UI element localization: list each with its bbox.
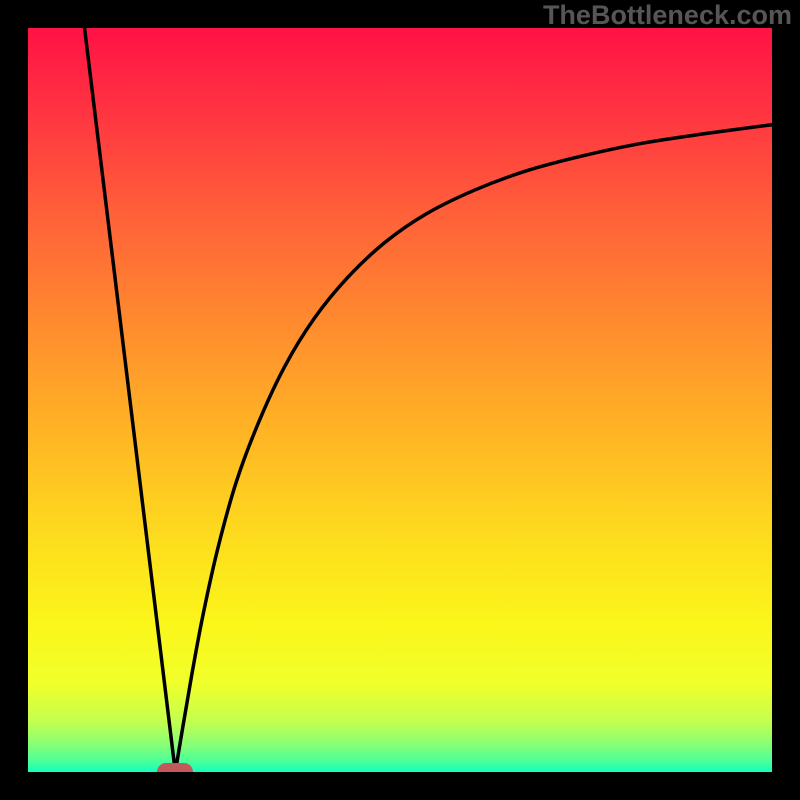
plot-border-left bbox=[0, 0, 28, 800]
plot-border-right bbox=[772, 0, 800, 800]
chart-container: TheBottleneck.com bbox=[0, 0, 800, 800]
bottleneck-curve bbox=[0, 0, 800, 800]
plot-border-bottom bbox=[0, 772, 800, 800]
watermark-text: TheBottleneck.com bbox=[543, 0, 792, 31]
